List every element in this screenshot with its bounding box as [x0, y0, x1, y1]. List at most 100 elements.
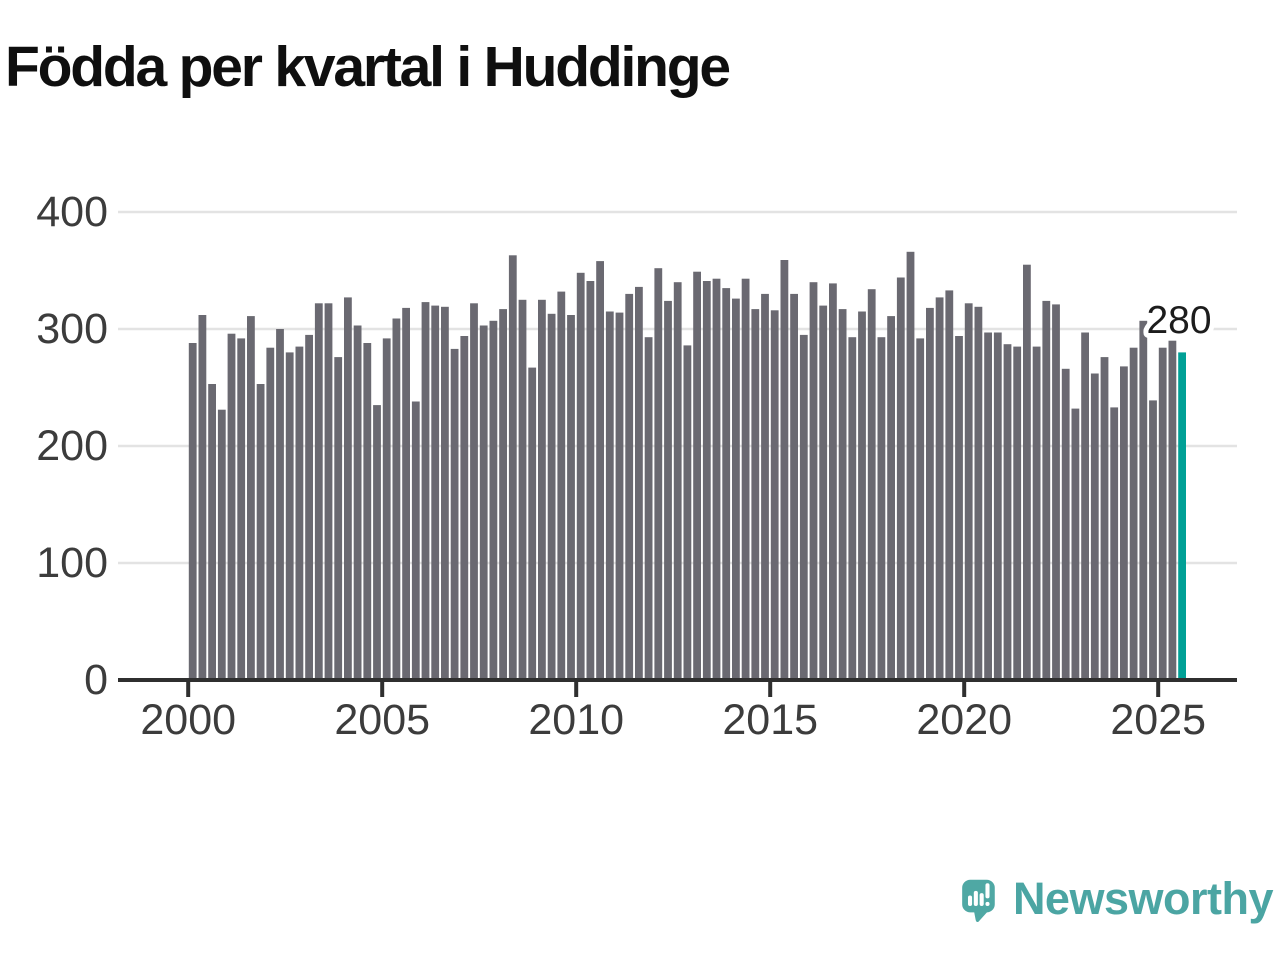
bar-2005-Q1: [382, 338, 391, 680]
bar-2003-Q1: [305, 334, 313, 680]
bar-2015-Q3: [790, 293, 798, 680]
y-tick-label-100: 100: [36, 539, 108, 587]
bar-2019-Q1: [926, 307, 934, 680]
y-tick-label-400: 400: [36, 188, 108, 236]
bar-2020-Q2: [974, 306, 983, 680]
bar-2013-Q2: [702, 281, 711, 680]
bar-2022-Q4: [1071, 408, 1080, 680]
bar-2016-Q1: [809, 282, 818, 680]
bar-2025-Q2: [1168, 340, 1177, 680]
bar-2018-Q1: [887, 316, 895, 680]
bar-2014-Q1: [732, 298, 740, 680]
bar-2021-Q4: [1032, 346, 1041, 680]
bar-2002-Q3: [285, 352, 294, 680]
bar-2006-Q2: [431, 305, 440, 680]
x-tick-label-2025: 2025: [1110, 696, 1206, 744]
bar-2005-Q4: [411, 401, 420, 680]
bar-2023-Q2: [1090, 373, 1099, 680]
bar-2016-Q2: [819, 305, 828, 680]
highlight-value-label: 280: [1146, 299, 1211, 342]
bar-2002-Q1: [266, 347, 275, 680]
x-tick-label-2005: 2005: [334, 696, 430, 744]
bar-2012-Q2: [664, 300, 672, 680]
bar-2017-Q1: [848, 337, 857, 680]
bar-2017-Q4: [877, 337, 886, 680]
bar-2015-Q2: [780, 260, 789, 680]
y-tick-label-200: 200: [36, 422, 108, 470]
bar-2015-Q1: [770, 310, 779, 680]
bar-2010-Q3: [596, 261, 604, 680]
bar-2014-Q2: [741, 278, 750, 680]
bar-2024-Q2: [1129, 347, 1138, 680]
bar-2022-Q3: [1061, 368, 1070, 680]
bar-2019-Q4: [955, 336, 963, 680]
bar-2007-Q4: [489, 320, 498, 680]
bar-2025-Q1: [1158, 347, 1167, 680]
bar-2019-Q3: [945, 290, 954, 680]
bar-2012-Q3: [673, 282, 682, 680]
bar-2003-Q2: [314, 303, 323, 680]
bar-2017-Q3: [867, 289, 876, 680]
x-tick-label-2000: 2000: [140, 696, 236, 744]
bar-2000-Q2: [198, 315, 207, 680]
bar-2014-Q3: [751, 309, 760, 680]
bar-2009-Q2: [547, 313, 556, 680]
bar-2018-Q3: [906, 251, 915, 681]
bar-2012-Q1: [654, 268, 663, 680]
bar-2005-Q2: [392, 318, 401, 680]
bar-2021-Q2: [1013, 346, 1022, 680]
bar-2001-Q4: [256, 384, 265, 680]
bar-2013-Q4: [722, 288, 731, 680]
bar-2023-Q4: [1110, 407, 1119, 680]
y-tick-label-0: 0: [84, 656, 108, 704]
bar-2015-Q4: [799, 334, 808, 680]
bar-2020-Q4: [993, 332, 1002, 680]
bar-2016-Q3: [829, 283, 837, 680]
bar-2003-Q3: [324, 303, 333, 680]
bar-2006-Q1: [421, 302, 430, 680]
bar-2008-Q2: [508, 255, 517, 681]
bar-2018-Q2: [896, 277, 905, 680]
bar-2024-Q4: [1149, 400, 1157, 680]
bar-2019-Q2: [935, 297, 944, 680]
bar-2007-Q2: [470, 303, 478, 680]
bar-2010-Q2: [586, 281, 595, 680]
bar-2008-Q3: [518, 299, 527, 681]
bar-2020-Q1: [964, 303, 973, 680]
bar-2017-Q2: [858, 311, 866, 680]
bar-2013-Q1: [693, 271, 701, 680]
bar-2021-Q3: [1023, 264, 1031, 680]
bar-2011-Q4: [644, 337, 653, 680]
bar-2003-Q4: [334, 357, 343, 680]
bar-2009-Q3: [557, 291, 566, 680]
highlighted-bar-2025-Q3: [1178, 352, 1186, 680]
bar-2006-Q3: [441, 306, 449, 680]
bar-2000-Q4: [217, 409, 226, 680]
bar-2002-Q4: [295, 346, 304, 680]
bar-2001-Q1: [227, 333, 236, 680]
bar-2010-Q1: [576, 272, 585, 680]
bar-2008-Q4: [528, 367, 537, 680]
bar-2000-Q1: [188, 343, 197, 680]
x-axis-ticks: [186, 681, 1161, 697]
brand-footer: Newsworthy: [961, 856, 1274, 942]
bar-2004-Q2: [353, 325, 362, 680]
bar-2023-Q1: [1081, 332, 1089, 680]
x-tick-label-2015: 2015: [722, 696, 818, 744]
bar-2024-Q1: [1120, 366, 1128, 680]
bar-2000-Q3: [208, 384, 216, 680]
y-axis-labels: 0 100 200 300 400: [36, 188, 108, 704]
bar-2009-Q1: [538, 299, 546, 681]
bar-2004-Q4: [373, 405, 381, 680]
bar-2002-Q2: [276, 329, 284, 680]
bar-2022-Q2: [1052, 304, 1060, 680]
speech-bubble-bar-chart-icon: [962, 879, 995, 923]
bar-2023-Q3: [1100, 357, 1109, 680]
bar-2001-Q3: [247, 316, 255, 680]
page-title: Födda per kvartal i Huddinge: [5, 35, 731, 99]
bar-2011-Q1: [615, 312, 624, 680]
bar-2007-Q3: [479, 325, 488, 680]
bar-2001-Q2: [237, 338, 246, 680]
bar-2024-Q3: [1139, 320, 1148, 680]
bar-2021-Q1: [1003, 344, 1012, 680]
